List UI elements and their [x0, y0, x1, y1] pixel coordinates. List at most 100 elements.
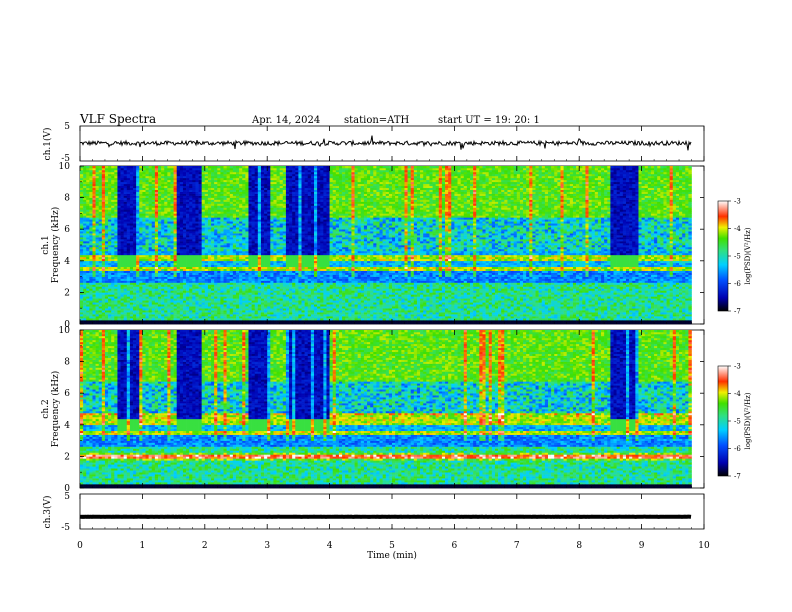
spectrogram-cell [99, 219, 102, 221]
spectrogram-cell [99, 184, 102, 186]
spectrogram-cell [117, 206, 120, 208]
spectrogram-cell [114, 267, 117, 269]
spectrogram-cell [102, 237, 105, 239]
spectrogram-cell [111, 318, 114, 320]
spectrogram-cell [86, 308, 89, 310]
spectrogram-cell [105, 255, 108, 257]
spectrogram-cell [99, 217, 102, 219]
spectrogram-cell [96, 249, 99, 251]
spectrogram-cell [111, 172, 114, 174]
spectrogram-cell [89, 188, 92, 190]
spectrogram-cell [86, 200, 89, 202]
spectrogram-cell [83, 170, 86, 172]
spectrogram-cell [96, 302, 99, 304]
spectrogram-cell [96, 231, 99, 233]
spectrogram-cell [121, 249, 124, 251]
spectrogram-cell [86, 184, 89, 186]
spectrogram-cell [86, 227, 89, 229]
spectrogram-cell [80, 273, 83, 275]
spectrogram-cell [96, 320, 99, 322]
spectrogram-cell [86, 198, 89, 200]
spectrogram-cell [92, 239, 95, 241]
spectrogram-cell [102, 292, 105, 294]
spectrogram-cell [99, 176, 102, 178]
spectrogram-cell [105, 237, 108, 239]
spectrogram-cell [80, 279, 83, 281]
spectrogram-cell [105, 259, 108, 261]
spectrogram-cell [86, 296, 89, 298]
spectrogram-cell [96, 235, 99, 237]
spectrogram-cell [124, 271, 127, 273]
spectrogram-cell [99, 314, 102, 316]
spectrogram-cell [80, 204, 83, 206]
spectrogram-cell [114, 314, 117, 316]
spectrogram-cell [89, 298, 92, 300]
spectrogram-cell [124, 219, 127, 221]
spectrogram-cell [105, 239, 108, 241]
spectrogram-cell [80, 170, 83, 172]
spectrogram-cell [111, 281, 114, 283]
spectrogram-cell [105, 231, 108, 233]
spectrogram-cell [89, 296, 92, 298]
spectrogram-cell [92, 202, 95, 204]
spectrogram-cell [124, 298, 127, 300]
spectrogram-cell [111, 283, 114, 285]
spectrogram-cell [111, 265, 114, 267]
spectrogram-cell [80, 200, 83, 202]
spectrogram-cell [80, 269, 83, 271]
spectrogram-cell [111, 320, 114, 322]
spectrogram-cell [117, 166, 120, 168]
spectrogram-cell [89, 219, 92, 221]
spectrogram-cell [114, 239, 117, 241]
spectrogram-cell [86, 213, 89, 215]
spectrogram-cell [89, 310, 92, 312]
spectrogram-cell [114, 279, 117, 281]
spectrogram-cell [83, 225, 86, 227]
spectrogram-cell [108, 310, 111, 312]
spectrogram-cell [86, 235, 89, 237]
spectrogram-cell [114, 296, 117, 298]
spectrogram-cell [124, 312, 127, 314]
spectrogram-cell [102, 253, 105, 255]
spectrogram-cell [114, 241, 117, 243]
spectrogram-cell [102, 277, 105, 279]
spectrogram-cell [108, 172, 111, 174]
spectrogram-cell [89, 314, 92, 316]
spectrogram-cell [105, 302, 108, 304]
spectrogram-cell [114, 211, 117, 213]
spectrogram-cell [105, 286, 108, 288]
spectrogram-cell [121, 251, 124, 253]
spectrogram-cell [89, 255, 92, 257]
spectrogram-cell [108, 283, 111, 285]
spectrogram-cell [105, 241, 108, 243]
spectrogram-cell [114, 294, 117, 296]
spectrogram-cell [92, 235, 95, 237]
spectrogram-cell [92, 233, 95, 235]
ch1-ytick-top: 5 [64, 122, 70, 132]
spectrogram-cell [105, 298, 108, 300]
spectrogram-cell [111, 249, 114, 251]
spectrogram-cell [124, 223, 127, 225]
spectrogram-cell [83, 206, 86, 208]
spectrogram-cell [108, 174, 111, 176]
spectrogram-cell [114, 194, 117, 196]
spectrogram-cell [102, 229, 105, 231]
spectrogram-cell [124, 245, 127, 247]
spectrogram-cell [124, 265, 127, 267]
spectrogram-cell [102, 221, 105, 223]
spectrogram-cell [86, 269, 89, 271]
spectrogram-cell [83, 186, 86, 188]
spectrogram-cell [117, 215, 120, 217]
spectrogram-cell [83, 302, 86, 304]
spectrogram-cell [117, 245, 120, 247]
spectrogram-cell [86, 249, 89, 251]
spectrogram-cell [117, 257, 120, 259]
spectrogram-cell [117, 316, 120, 318]
spectrogram-cell [86, 281, 89, 283]
date-label: Apr. 14, 2024 [251, 115, 320, 126]
spectrogram-cell [80, 249, 83, 251]
spectrogram-cell [102, 312, 105, 314]
spectrogram-cell [89, 241, 92, 243]
spectrogram-cell [96, 269, 99, 271]
spectrogram-cell [102, 257, 105, 259]
